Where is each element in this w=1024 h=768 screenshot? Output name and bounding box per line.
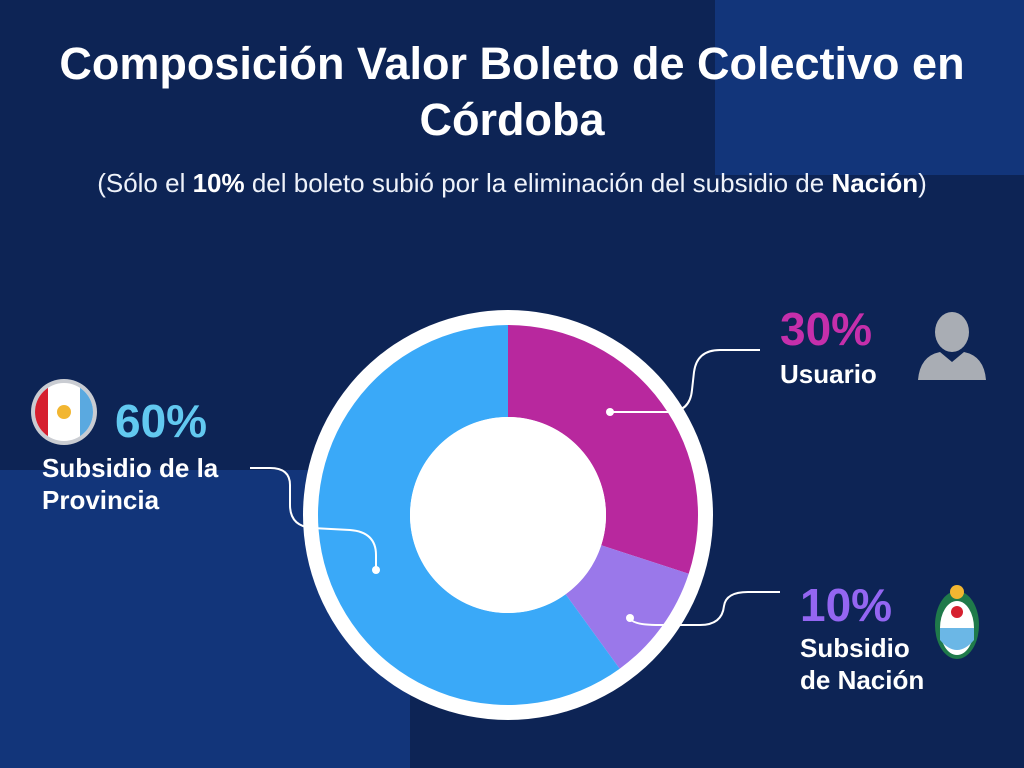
- nation-shield-icon: [935, 585, 979, 659]
- donut-hole: [410, 417, 606, 613]
- value-label: 60%: [115, 395, 208, 447]
- subtitle: (Sólo el 10% del boleto subió por la eli…: [92, 166, 932, 200]
- subtitle-text: (Sólo el: [97, 168, 193, 198]
- subtitle-bold: Nación: [831, 168, 919, 198]
- connector: [629, 591, 780, 626]
- subtitle-bold: 10%: [192, 168, 245, 198]
- background-block: [715, 0, 1024, 175]
- slice: [318, 325, 620, 705]
- dot: [372, 566, 380, 574]
- connector: [250, 467, 377, 570]
- title: Composición Valor Boleto de Colectivo en…: [59, 38, 965, 145]
- category-label: Subsidio de Nación: [800, 633, 925, 695]
- category-label: Usuario: [780, 359, 877, 389]
- slices: [318, 325, 698, 705]
- value-label: 30%: [780, 303, 873, 355]
- dot: [606, 408, 614, 416]
- connector: [610, 349, 760, 413]
- connectors: [250, 349, 780, 626]
- subtitle-text: ): [918, 168, 927, 198]
- subtitle-text: del boleto subió por la eliminación del …: [244, 168, 832, 198]
- value-label: 10%: [800, 579, 893, 631]
- dot: [626, 614, 634, 622]
- category-label: Subsidio de la Provincia: [42, 453, 219, 515]
- connector-dots: [372, 408, 634, 622]
- slice: [565, 545, 689, 669]
- user-icon: [918, 312, 986, 380]
- province-flag-icon: [31, 379, 97, 445]
- slice: [508, 325, 698, 574]
